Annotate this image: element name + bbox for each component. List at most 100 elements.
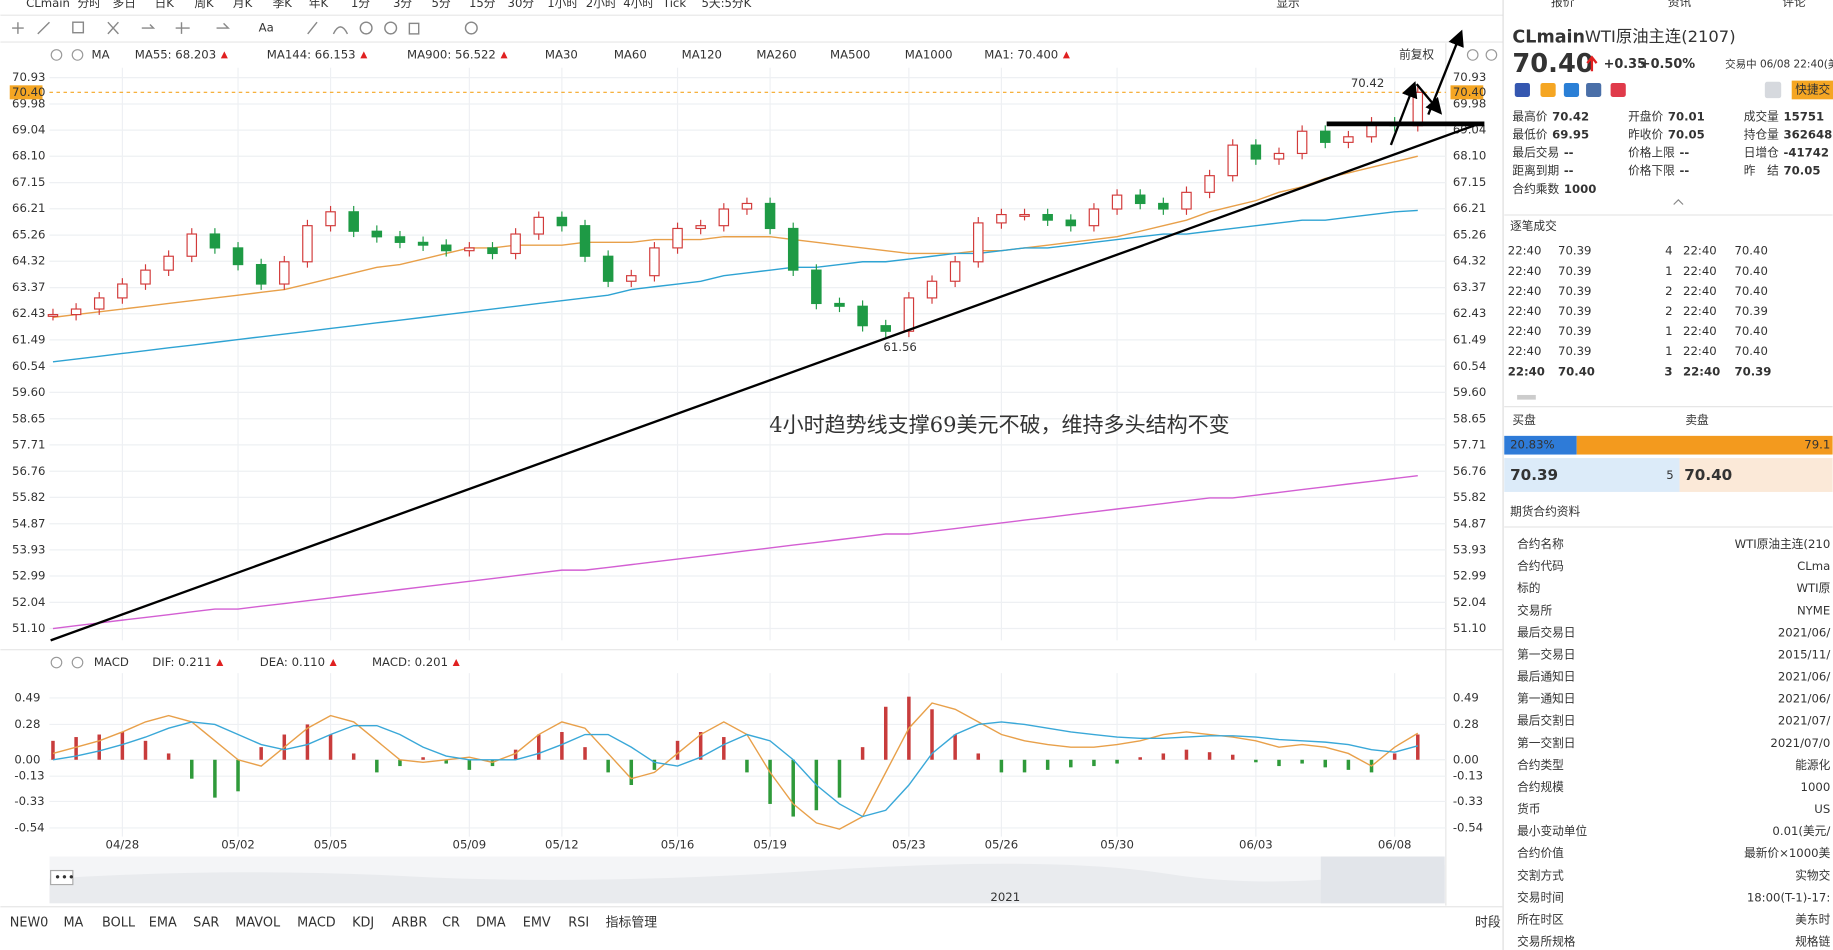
side-icon[interactable] bbox=[1586, 82, 1602, 97]
candle bbox=[1019, 213, 1030, 217]
contract-label: 货币 bbox=[1517, 802, 1540, 816]
period-tab[interactable]: 30分 bbox=[508, 0, 535, 10]
indicator-tab[interactable]: SAR bbox=[193, 916, 219, 931]
ma-line bbox=[52, 475, 1418, 630]
candle bbox=[926, 280, 938, 299]
period-tab[interactable]: 5天:5分K bbox=[701, 0, 751, 10]
bid-depth: 5 bbox=[1666, 468, 1673, 482]
ma-legend: MA120 bbox=[682, 47, 722, 61]
indicator-tab[interactable]: BOLL bbox=[102, 916, 136, 931]
candle bbox=[949, 261, 961, 282]
candle bbox=[1227, 144, 1238, 177]
candle bbox=[857, 305, 868, 327]
period-tab[interactable]: 周K bbox=[194, 0, 214, 10]
scroll-handle[interactable] bbox=[50, 869, 74, 886]
period-tab[interactable]: 3分 bbox=[393, 0, 412, 10]
period-tab[interactable]: Tick bbox=[662, 0, 686, 10]
contract-value: WTI原油主连(210 bbox=[1735, 537, 1831, 551]
y-tick-label: 65.26 bbox=[12, 228, 45, 242]
period-tab[interactable]: 4小时 bbox=[623, 0, 654, 10]
stat-value: -- bbox=[1564, 146, 1574, 160]
quick-trade-label[interactable]: 快捷交 bbox=[1795, 82, 1830, 96]
x-tick-label: 05/26 bbox=[985, 837, 1019, 851]
period-tab[interactable]: 15分 bbox=[469, 0, 496, 10]
period-tab[interactable]: 日K bbox=[155, 0, 175, 10]
candle bbox=[1158, 202, 1169, 210]
candle bbox=[602, 255, 614, 282]
indicator-tab[interactable]: 指标管理 bbox=[606, 916, 658, 931]
x-tick-label: 05/12 bbox=[545, 837, 579, 851]
period-tab[interactable]: 月K bbox=[233, 0, 253, 10]
candle bbox=[903, 297, 915, 332]
macd-bar bbox=[583, 747, 587, 760]
indicator-tab[interactable]: DMA bbox=[476, 916, 506, 931]
scroll-window[interactable] bbox=[1320, 856, 1445, 904]
period-tab[interactable]: 季K bbox=[273, 0, 293, 10]
display-menu[interactable]: 显示 bbox=[1276, 0, 1299, 10]
candle bbox=[371, 230, 383, 238]
candle bbox=[741, 202, 753, 210]
collapse-icon[interactable] bbox=[1673, 198, 1684, 205]
indicator-tab[interactable]: ARBR bbox=[392, 916, 428, 931]
contract-title: 期货合约资料 bbox=[1510, 504, 1580, 518]
macd-bar bbox=[652, 759, 657, 770]
macd-bar bbox=[74, 737, 78, 760]
side-change: +0.35 bbox=[1604, 57, 1647, 72]
y-tick-label: 69.98 bbox=[1453, 97, 1486, 111]
period-tab[interactable]: 5分 bbox=[432, 0, 451, 10]
alert-icon[interactable] bbox=[1764, 81, 1782, 99]
y-tick-label: 54.87 bbox=[12, 516, 45, 530]
period-tab[interactable]: 1小时 bbox=[547, 0, 578, 10]
font-tool[interactable]: Aa bbox=[259, 21, 274, 35]
ma-legend: MA500 bbox=[830, 47, 870, 61]
indicator-tab[interactable]: EMV bbox=[523, 916, 551, 931]
macd-bar bbox=[259, 747, 263, 760]
side-tab[interactable]: 评论 bbox=[1782, 0, 1806, 9]
period-tab[interactable]: 2小时 bbox=[586, 0, 617, 10]
side-tab[interactable]: 报价 bbox=[1551, 0, 1575, 9]
indicator-tab[interactable]: EMA bbox=[149, 916, 177, 931]
indicator-tab[interactable]: MACD bbox=[297, 916, 336, 931]
period-tab[interactable]: 年K bbox=[309, 0, 329, 10]
indicator-tab[interactable]: NEW0 bbox=[10, 916, 49, 931]
candle bbox=[140, 269, 151, 285]
side-icon[interactable] bbox=[1563, 82, 1580, 97]
quick-trade-button[interactable] bbox=[1791, 80, 1833, 100]
indicator-tab[interactable]: CR bbox=[442, 916, 460, 931]
side-icon[interactable] bbox=[1514, 82, 1530, 97]
indicator-tab[interactable]: RSI bbox=[568, 916, 589, 931]
high-label: 70.42 bbox=[1351, 76, 1384, 90]
indicator-tab[interactable]: MAVOL bbox=[235, 916, 281, 931]
session-tab[interactable]: 时段 bbox=[1475, 916, 1501, 931]
contract-value[interactable]: 规格链 bbox=[1795, 935, 1830, 949]
adjust-mode[interactable]: 前复权 bbox=[1399, 47, 1434, 61]
candle bbox=[1320, 130, 1331, 143]
period-tab[interactable]: 分时 bbox=[78, 0, 102, 10]
side-tab[interactable]: 资讯 bbox=[1668, 0, 1692, 9]
side-icon[interactable] bbox=[1540, 82, 1556, 97]
macd-bar bbox=[513, 749, 518, 760]
y-tick-label: 70.93 bbox=[12, 70, 45, 84]
period-tab[interactable]: 1分 bbox=[351, 0, 370, 10]
side-icon[interactable] bbox=[1610, 82, 1626, 97]
indicator-tab[interactable]: MA bbox=[63, 916, 83, 931]
period-tab[interactable]: 多日 bbox=[113, 0, 136, 10]
ma-legend: MA1: 70.400 bbox=[984, 47, 1058, 61]
stat-value: 70.05 bbox=[1668, 127, 1705, 141]
stat-label: 持仓量 bbox=[1744, 127, 1779, 141]
y-tick-label: 0.49 bbox=[1453, 690, 1479, 704]
indicator-tab[interactable]: KDJ bbox=[352, 916, 374, 931]
chart-tools[interactable] bbox=[50, 49, 1498, 669]
y-tick-label: 52.99 bbox=[12, 568, 45, 582]
candle bbox=[880, 325, 892, 332]
contract-label: 合约规模 bbox=[1517, 780, 1564, 794]
symbol[interactable]: CLmain bbox=[26, 0, 70, 10]
x-tick-label: 06/03 bbox=[1239, 837, 1273, 851]
drawing-tools[interactable] bbox=[12, 21, 478, 35]
contract-label: 合约价值 bbox=[1517, 846, 1564, 860]
macd-bar bbox=[860, 747, 865, 760]
macd-bar bbox=[444, 759, 448, 764]
macd-bar bbox=[698, 732, 703, 760]
macd-bar bbox=[166, 753, 171, 760]
x-tick-label: 05/23 bbox=[892, 837, 926, 851]
